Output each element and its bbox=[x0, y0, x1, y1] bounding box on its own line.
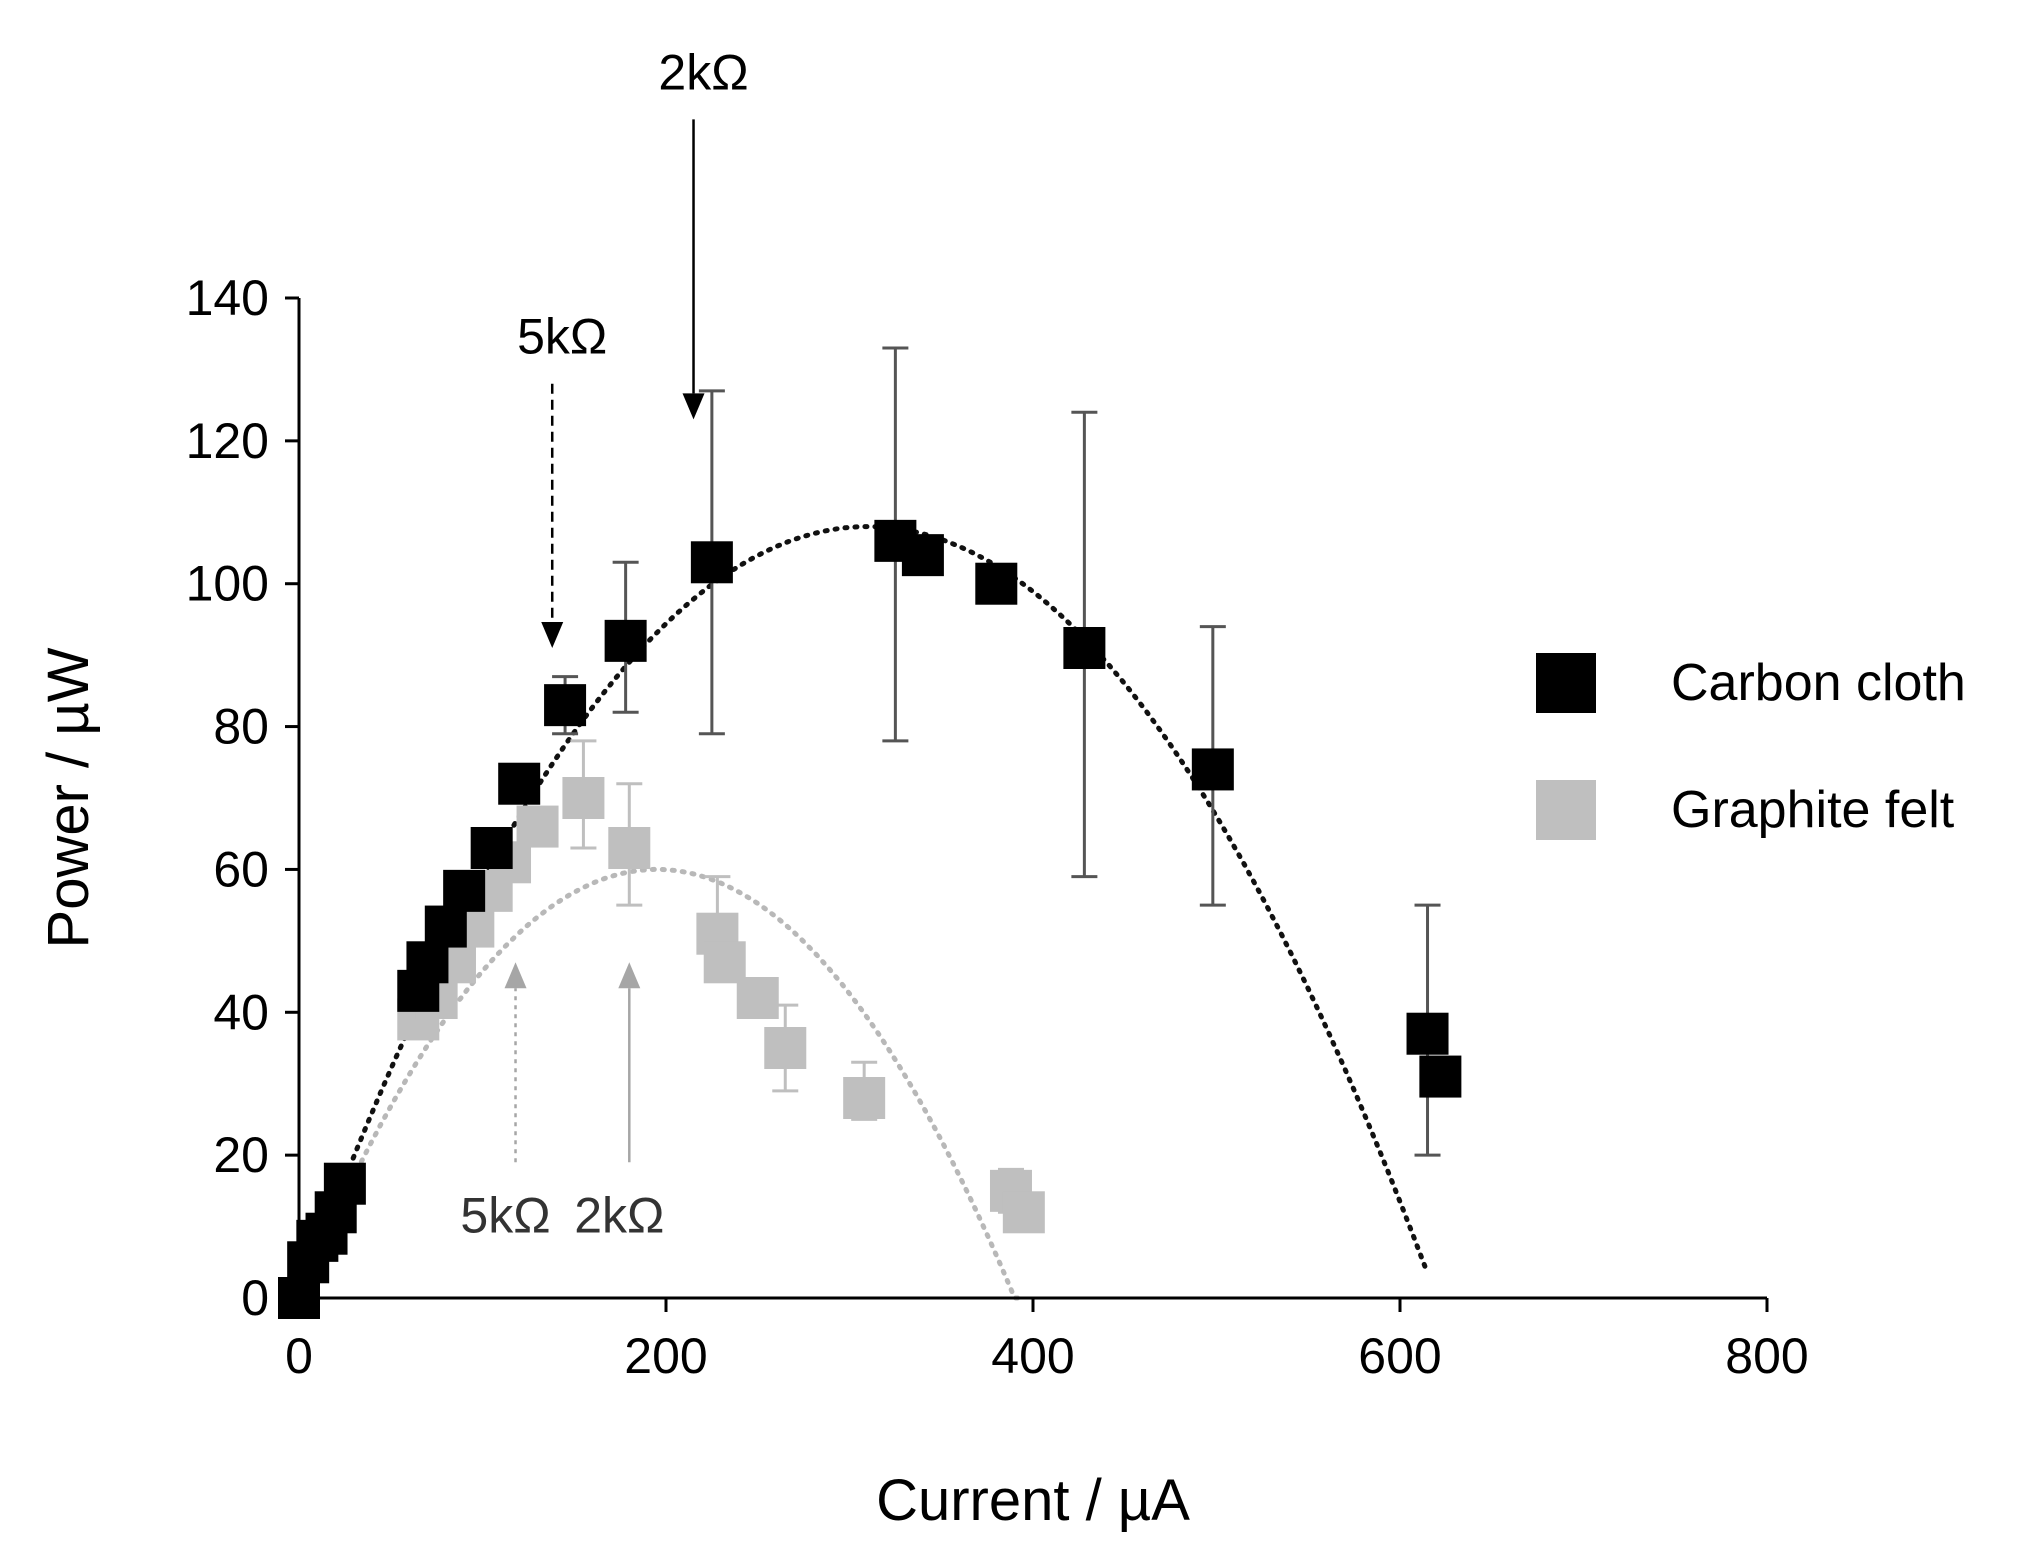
graphite-felt-5kohm-label: 5kΩ bbox=[460, 1187, 550, 1243]
carbon-cloth-point bbox=[975, 562, 1018, 605]
legend: Carbon cloth Graphite felt bbox=[1536, 653, 1966, 840]
y-tick-label: 40 bbox=[213, 984, 269, 1040]
carbon-cloth-point bbox=[690, 541, 733, 584]
annotation-layer: 2kΩ 5kΩ 5kΩ 2kΩ bbox=[460, 44, 748, 1243]
carbon-cloth-point bbox=[1063, 627, 1106, 669]
x-tick-label: 800 bbox=[1725, 1328, 1808, 1384]
x-axis-title: Current / µA bbox=[876, 1468, 1190, 1533]
carbon-cloth-trendline bbox=[296, 524, 1429, 1301]
y-tick-label: 120 bbox=[186, 413, 269, 469]
legend-marker-carbon-cloth bbox=[1536, 653, 1596, 713]
y-tick-label: 20 bbox=[213, 1127, 269, 1183]
graphite-felt-point bbox=[516, 805, 559, 848]
tick-layer: 0 200 400 600 800 0 20 40 60 80 100 120 140 bbox=[186, 270, 1809, 1384]
y-axis-title: Power / µW bbox=[36, 647, 101, 948]
carbon-cloth-point bbox=[544, 684, 587, 727]
graphite-felt-trendline bbox=[296, 866, 1025, 1301]
graphite-felt-point bbox=[764, 1027, 807, 1069]
y-tick-label: 60 bbox=[213, 841, 269, 897]
graphite-felt-point bbox=[1002, 1191, 1045, 1234]
graphite-felt-5kohm-arrow-head bbox=[504, 962, 527, 989]
graphite-felt-point bbox=[562, 777, 605, 819]
carbon-cloth-point bbox=[470, 827, 513, 869]
graphite-felt-point bbox=[703, 941, 746, 984]
carbon-cloth-2kohm-arrow-head bbox=[682, 393, 705, 420]
errorbar-layer bbox=[552, 346, 1441, 1214]
y-tick-label: 80 bbox=[213, 699, 269, 755]
carbon-cloth-point bbox=[424, 905, 467, 948]
carbon-cloth-5kohm-arrow-head bbox=[541, 622, 564, 648]
trendline-layer bbox=[296, 524, 1429, 1301]
carbon-cloth-point bbox=[443, 869, 486, 912]
legend-label-graphite-felt: Graphite felt bbox=[1671, 781, 1955, 839]
graphite-felt-point bbox=[843, 1077, 886, 1119]
carbon-cloth-point bbox=[1419, 1055, 1462, 1098]
x-tick-label: 0 bbox=[285, 1328, 313, 1384]
carbon-cloth-points bbox=[278, 519, 1462, 1319]
y-tick-label: 0 bbox=[241, 1270, 269, 1326]
x-tick-label: 200 bbox=[624, 1328, 707, 1384]
carbon-cloth-point bbox=[604, 619, 647, 662]
y-tick-label: 140 bbox=[186, 270, 269, 326]
y-tick-label: 100 bbox=[186, 556, 269, 612]
x-tick-label: 600 bbox=[1358, 1328, 1441, 1384]
carbon-cloth-point bbox=[901, 534, 944, 577]
legend-label-carbon-cloth: Carbon cloth bbox=[1671, 654, 1966, 712]
carbon-cloth-point bbox=[1406, 1012, 1449, 1055]
carbon-cloth-point bbox=[498, 762, 541, 805]
carbon-cloth-5kohm-label: 5kΩ bbox=[517, 309, 607, 365]
graphite-felt-2kohm-arrow-head bbox=[618, 962, 641, 989]
x-tick-label: 400 bbox=[991, 1328, 1074, 1384]
legend-marker-graphite-felt bbox=[1536, 780, 1596, 840]
graphite-felt-point bbox=[736, 977, 779, 1019]
graphite-felt-point bbox=[608, 827, 651, 869]
carbon-cloth-point bbox=[406, 941, 449, 984]
carbon-cloth-point bbox=[323, 1162, 366, 1205]
graphite-felt-2kohm-label: 2kΩ bbox=[574, 1187, 664, 1243]
carbon-cloth-2kohm-label: 2kΩ bbox=[658, 44, 748, 100]
carbon-cloth-point bbox=[1191, 748, 1234, 791]
